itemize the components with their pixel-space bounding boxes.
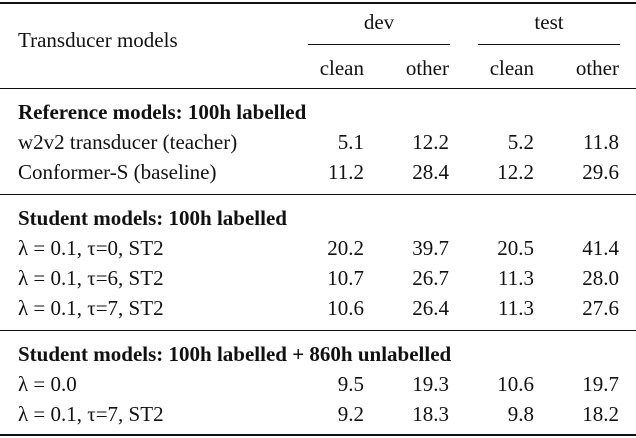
row-header: Transducer models [18,28,178,52]
row-label: w2v2 transducer (teacher) [18,130,238,154]
cell: 28.0 [582,266,619,290]
rule [0,194,636,195]
row-label: λ = 0.1, τ=6, ST2 [18,266,164,290]
cell: 18.3 [412,402,449,426]
row-label: Conformer-S (baseline) [18,160,217,184]
column-header: other [575,56,619,80]
cell: 41.4 [582,236,619,260]
cell: 20.2 [327,236,364,260]
cell: 5.2 [507,130,534,154]
cell: 11.3 [498,266,534,290]
column-header: clean [489,56,534,80]
cell: 26.7 [412,266,449,290]
cell: 26.4 [412,296,449,320]
cell: 18.2 [582,402,619,426]
cell: 11.3 [498,296,534,320]
cell: 27.6 [582,296,619,320]
rule [0,330,636,331]
rule [0,2,636,4]
cell: 12.2 [412,130,449,154]
cell: 29.6 [582,160,619,184]
cell: 9.5 [337,372,364,396]
cell: 11.2 [328,160,364,184]
cell: 9.2 [337,402,364,426]
rule [478,44,620,45]
rule [0,88,636,89]
section-title: Student models: 100h labelled [18,206,287,230]
column-header: other [405,56,449,80]
section-title: Student models: 100h labelled + 860h unl… [18,342,452,366]
cell: 11.8 [583,130,619,154]
rule [0,434,636,436]
cell: 28.4 [412,160,449,184]
section-title: Reference models: 100h labelled [18,100,307,124]
group-header: dev [363,10,395,34]
column-header: clean [319,56,364,80]
row-label: λ = 0.1, τ=7, ST2 [18,296,164,320]
row-label: λ = 0.0 [18,372,77,396]
rule [308,44,450,45]
row-label: λ = 0.1, τ=0, ST2 [18,236,164,260]
group-header: test [534,10,564,34]
cell: 12.2 [497,160,534,184]
row-label: λ = 0.1, τ=7, ST2 [18,402,164,426]
cell: 20.5 [497,236,534,260]
cell: 19.3 [412,372,449,396]
cell: 5.1 [337,130,364,154]
cell: 19.7 [582,372,619,396]
cell: 10.6 [327,296,364,320]
cell: 9.8 [507,402,534,426]
cell: 10.7 [327,266,364,290]
cell: 39.7 [412,236,449,260]
cell: 10.6 [497,372,534,396]
